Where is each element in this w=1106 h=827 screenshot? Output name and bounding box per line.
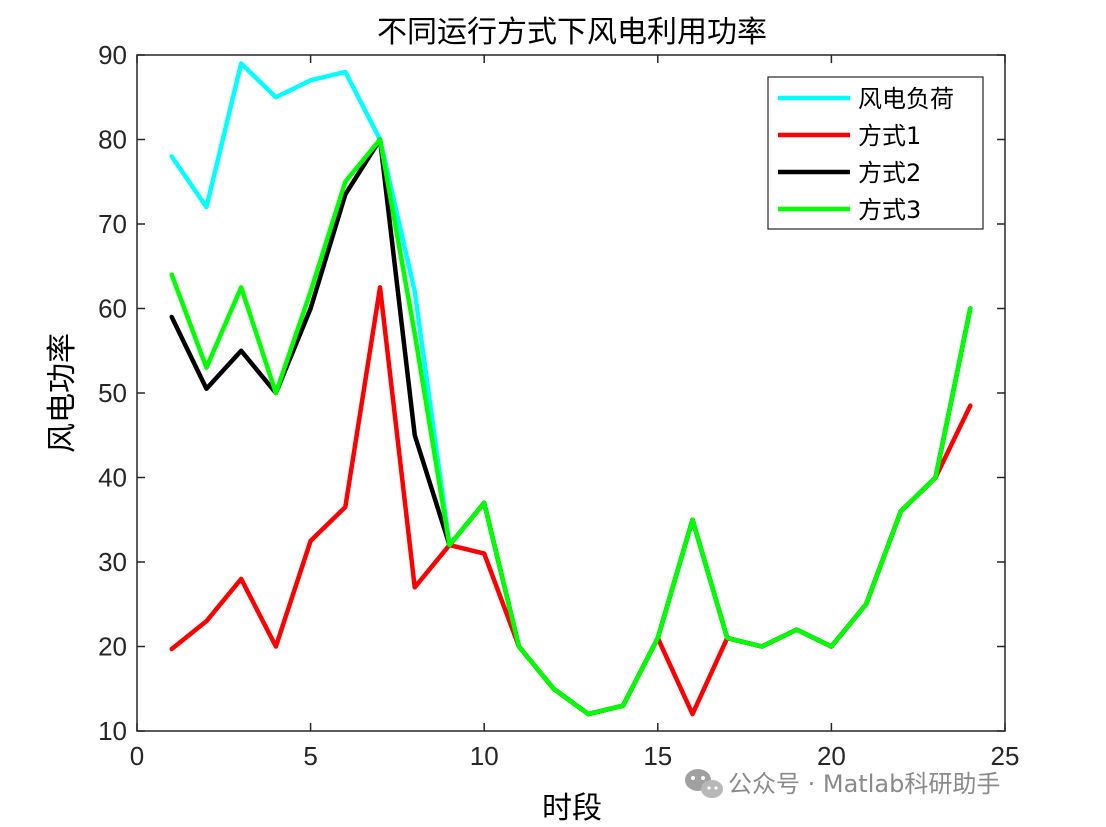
y-tick-label: 50 xyxy=(98,378,127,408)
y-tick-label: 90 xyxy=(98,40,127,70)
y-tick-label: 80 xyxy=(98,125,127,155)
watermark: 公众号 · Matlab科研助手 xyxy=(685,769,1000,798)
x-tick-label: 5 xyxy=(303,741,317,771)
legend-label-3: 方式2 xyxy=(858,159,921,187)
y-tick-label: 20 xyxy=(98,632,127,662)
x-tick-label: 25 xyxy=(991,741,1020,771)
wechat-icon xyxy=(685,769,723,798)
y-tick-label: 40 xyxy=(98,463,127,493)
x-tick-label: 20 xyxy=(817,741,846,771)
tick-labels: 0 5 10 15 20 25 10 20 30 40 50 60 70 80 90 xyxy=(98,40,1019,771)
y-tick-label: 60 xyxy=(98,294,127,324)
axis-ticks xyxy=(136,54,1006,732)
y-tick-label: 30 xyxy=(98,547,127,577)
x-tick-label: 10 xyxy=(470,741,499,771)
y-axis-label: 风电功率 xyxy=(45,333,80,453)
series-lines xyxy=(169,61,973,717)
watermark-text: 公众号 · Matlab科研助手 xyxy=(728,770,1000,798)
legend-box xyxy=(767,76,984,230)
legend-label-4: 方式3 xyxy=(858,196,921,224)
x-tick-label: 0 xyxy=(130,741,144,771)
chart-title: 不同运行方式下风电利用功率 xyxy=(377,15,767,50)
x-axis-label: 时段 xyxy=(542,791,602,826)
y-tick-label: 10 xyxy=(98,716,127,746)
y-tick-label: 70 xyxy=(98,209,127,239)
legend-label-1: 风电负荷 xyxy=(858,85,954,113)
legend-label-2: 方式1 xyxy=(858,122,921,150)
x-tick-label: 15 xyxy=(643,741,672,771)
series-line-4 xyxy=(169,137,973,717)
